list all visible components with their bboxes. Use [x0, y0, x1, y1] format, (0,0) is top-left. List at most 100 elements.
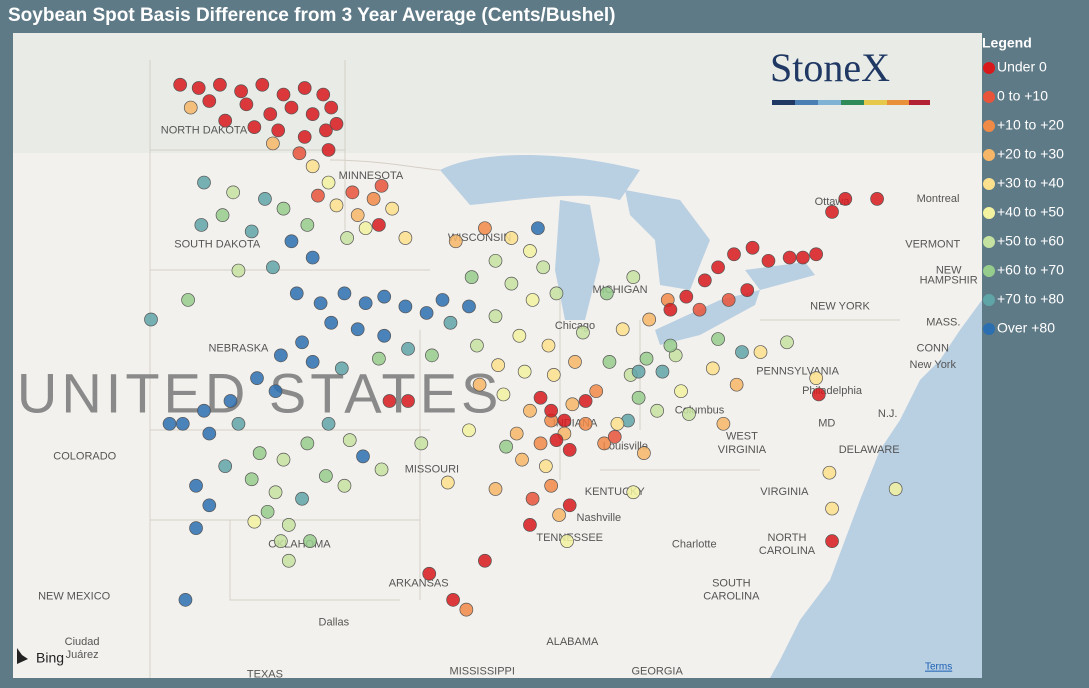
basis-point	[512, 328, 527, 343]
lake-superior	[440, 155, 640, 205]
basis-point	[478, 553, 492, 568]
place-label: CONN	[917, 343, 949, 355]
basis-point	[491, 358, 505, 372]
basis-point	[697, 273, 712, 288]
basis-point	[276, 201, 291, 216]
basis-point	[515, 452, 529, 467]
basis-point	[401, 341, 415, 356]
basis-point	[374, 178, 389, 193]
basis-point	[727, 247, 741, 262]
basis-point	[740, 283, 755, 297]
basis-point	[504, 276, 519, 291]
basis-point	[538, 459, 553, 474]
basis-point	[448, 234, 463, 249]
basis-point	[761, 253, 776, 268]
basis-point	[544, 403, 559, 418]
basis-point	[533, 436, 548, 451]
logo-bar	[795, 100, 818, 105]
basis-point	[552, 508, 566, 522]
place-label: CAROLINA	[759, 545, 816, 557]
basis-point	[599, 286, 614, 301]
lake-huron	[625, 190, 710, 290]
basis-point	[366, 192, 381, 206]
logo-bar	[772, 100, 795, 105]
basis-point	[626, 270, 641, 284]
basis-point	[173, 77, 187, 92]
basis-point	[509, 426, 524, 441]
basis-point	[888, 482, 903, 496]
basis-point	[226, 185, 240, 200]
basis-point	[650, 403, 665, 418]
basis-point	[316, 87, 331, 102]
basis-point	[578, 416, 593, 431]
basis-point	[197, 403, 211, 418]
basis-point	[289, 286, 304, 301]
place-label: VERMONT	[905, 238, 960, 250]
basis-point	[297, 130, 312, 144]
basis-point	[597, 436, 612, 451]
legend-swatch	[983, 236, 995, 248]
legend-label: Over +80	[997, 320, 1055, 336]
bing-text: Bing	[36, 650, 64, 666]
basis-point	[422, 566, 437, 581]
legend-label: +20 to +30	[997, 146, 1064, 162]
basis-point	[358, 296, 373, 311]
basis-point	[223, 394, 238, 408]
basis-point	[557, 413, 572, 428]
basis-point	[525, 293, 540, 307]
basis-point	[215, 208, 230, 223]
basis-point	[255, 77, 270, 92]
basis-point	[374, 462, 389, 477]
legend-label: +70 to +80	[997, 291, 1064, 307]
canada	[13, 33, 982, 153]
basis-point	[234, 84, 248, 99]
logo-bar	[909, 100, 930, 105]
basis-point	[443, 315, 458, 330]
basis-point	[809, 247, 824, 262]
basis-point	[284, 234, 299, 249]
basis-point	[838, 192, 853, 206]
basis-point	[329, 117, 344, 131]
place-label: Nashville	[577, 512, 622, 524]
basis-point	[549, 286, 564, 301]
basis-point	[218, 113, 233, 128]
legend-label: +50 to +60	[997, 233, 1064, 249]
basis-point	[274, 348, 288, 363]
basis-point	[446, 592, 460, 607]
lake-ontario	[745, 262, 815, 290]
basis-point	[488, 253, 503, 268]
legend-swatch	[983, 207, 995, 219]
basis-point	[782, 250, 797, 265]
basis-point	[295, 335, 309, 350]
place-label: NORTH	[768, 532, 807, 544]
basis-point	[350, 208, 365, 223]
logo-text: StoneX	[770, 45, 890, 90]
basis-point	[263, 107, 278, 121]
basis-point	[631, 364, 646, 379]
basis-point	[276, 87, 291, 102]
basis-point	[822, 465, 837, 480]
basis-point	[358, 221, 373, 236]
terms-link[interactable]: Terms	[925, 662, 952, 673]
basis-point	[796, 250, 810, 265]
logo-bar	[864, 100, 887, 105]
basis-point	[425, 348, 439, 363]
basis-point	[292, 146, 307, 161]
legend-swatch	[983, 91, 995, 103]
place-label: NORTH DAKOTA	[161, 124, 248, 136]
basis-point	[478, 221, 492, 236]
basis-point	[716, 416, 731, 431]
basis-point	[536, 260, 551, 275]
place-label: MASS.	[926, 317, 960, 329]
basis-point	[345, 185, 360, 200]
place-label: VIRGINIA	[760, 486, 809, 498]
place-label: NEW YORK	[810, 300, 870, 312]
country-label: UNITED STATES	[17, 362, 503, 425]
basis-point	[178, 592, 193, 607]
basis-point	[218, 459, 233, 474]
basis-point	[870, 192, 884, 206]
legend-swatch	[983, 323, 995, 335]
basis-point	[398, 231, 413, 245]
place-label: MISSOURI	[405, 463, 459, 475]
